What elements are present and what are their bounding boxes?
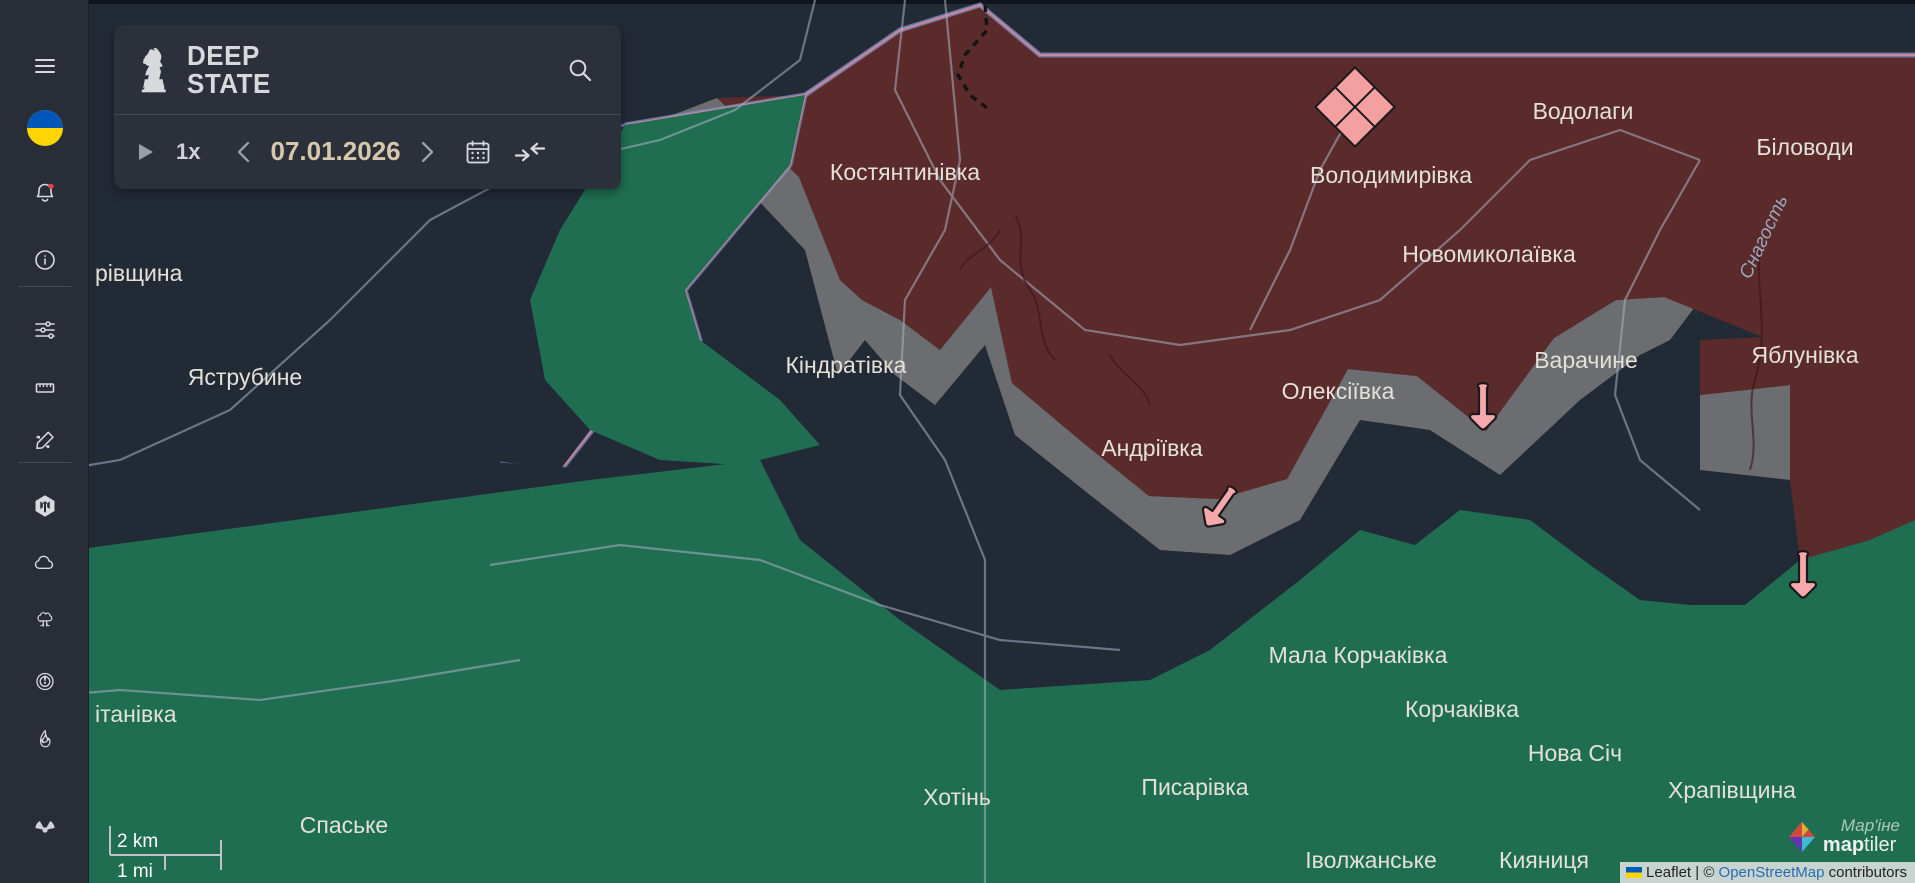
svg-text:Костянтинівка: Костянтинівка [830, 159, 980, 185]
svg-text:Варачине: Варачине [1534, 347, 1638, 373]
svg-text:Водолаги: Водолаги [1533, 98, 1634, 124]
svg-text:Храпівщина: Храпівщина [1668, 777, 1796, 803]
svg-text:Олексіївка: Олексіївка [1282, 378, 1395, 404]
svg-text:1 mi: 1 mi [117, 861, 153, 882]
svg-text:Нова Січ: Нова Січ [1528, 740, 1622, 766]
svg-text:Новомиколаївка: Новомиколаївка [1402, 241, 1576, 267]
svg-text:Мала Корчаківка: Мала Корчаківка [1269, 642, 1448, 668]
svg-text:Володимирівка: Володимирівка [1310, 162, 1472, 188]
svg-text:Андріївка: Андріївка [1101, 435, 1203, 461]
svg-text:ітанівка: ітанівка [95, 701, 177, 727]
svg-text:Кіндратівка: Кіндратівка [786, 352, 907, 378]
svg-text:Кияниця: Кияниця [1499, 847, 1589, 873]
svg-text:Корчаківка: Корчаківка [1405, 696, 1519, 722]
svg-text:Писарівка: Писарівка [1141, 774, 1248, 800]
svg-text:2 km: 2 km [117, 831, 158, 852]
svg-text:рівщина: рівщина [95, 260, 183, 286]
svg-text:Яблунівка: Яблунівка [1751, 342, 1858, 368]
svg-text:Біловоди: Біловоди [1756, 134, 1853, 160]
svg-text:Іволжанське: Іволжанське [1305, 847, 1437, 873]
svg-text:Спаське: Спаське [300, 812, 388, 838]
svg-text:Хотінь: Хотінь [923, 784, 991, 810]
svg-text:Яструбине: Яструбине [188, 364, 302, 390]
